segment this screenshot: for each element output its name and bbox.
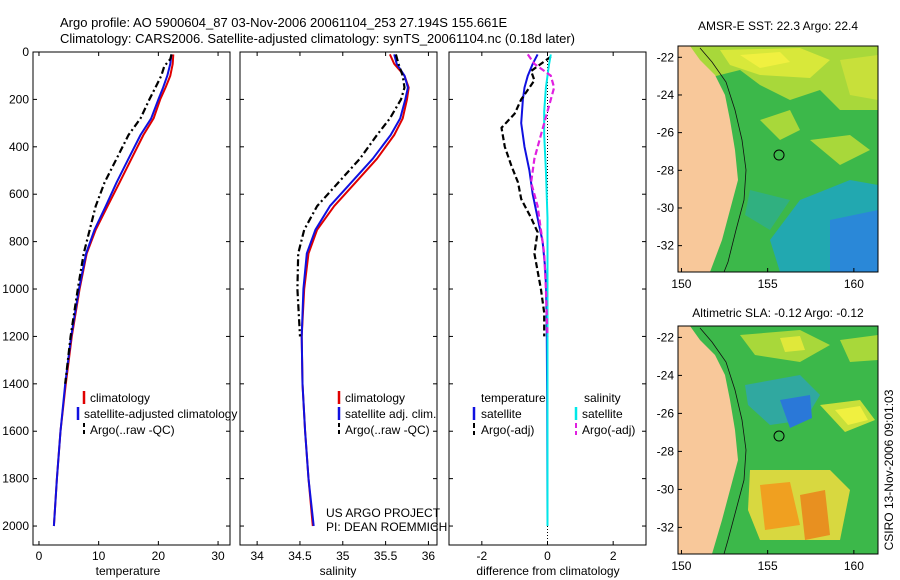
- difference-legend: temperature satellite Argo(-adj) salinit…: [472, 391, 635, 437]
- x-tick-label: 36: [422, 549, 436, 563]
- land-mass: [678, 326, 738, 554]
- y-tick-label: 0: [22, 45, 29, 59]
- legend-argo-label: Argo(..raw -QC): [90, 423, 175, 437]
- bathymetry-contour: [699, 327, 747, 554]
- amsr-e-map-field: [678, 46, 878, 272]
- legend-temp-satellite-label: satellite: [481, 407, 522, 421]
- map-y-tick-label: -32: [657, 520, 675, 534]
- map-y-tick-label: -22: [657, 330, 675, 344]
- legend-sal-argo-label: Argo(-adj): [582, 423, 635, 437]
- y-tick-label: 1200: [2, 329, 29, 343]
- land-mass: [678, 46, 738, 272]
- y-tick-label: 1400: [2, 377, 29, 391]
- y-tick-label: 2000: [2, 519, 29, 533]
- map-y-tick-label: -22: [657, 50, 675, 64]
- series-satellite-adj-clim: [300, 54, 409, 527]
- x-tick-label: 35.5: [374, 549, 398, 563]
- temperature-axes-frame: [32, 51, 231, 546]
- difference-xlabel: difference from climatology: [476, 564, 619, 578]
- map-y-tick-label: -30: [657, 482, 675, 496]
- map-y-tick-label: -28: [657, 163, 675, 177]
- temperature-ticks: 0 10 20 30 0 200 400 600 800 1000 1200 1400 1600 1800…: [2, 45, 230, 563]
- amsr-e-map-ticks: 150 155 160 -22 -24 -26 -28 -30 -32: [657, 50, 865, 291]
- x-tick-label: 2: [610, 549, 617, 563]
- profile-location-marker: [773, 430, 785, 442]
- map-y-tick-label: -32: [657, 239, 675, 253]
- figure-title-line2: Climatology: CARS2006. Satellite-adjuste…: [60, 31, 575, 46]
- amsr-e-map-title: AMSR-E SST: 22.3 Argo: 22.4: [698, 19, 858, 33]
- x-tick-label: 20: [152, 549, 166, 563]
- x-tick-label: 0: [36, 549, 43, 563]
- profile-location-marker: [773, 149, 785, 161]
- y-tick-label: 800: [9, 235, 29, 249]
- y-tick-label: 600: [9, 187, 29, 201]
- altimetric-sla-map-ticks: 150 155 160 -22 -24 -26 -28 -30 -32: [657, 330, 865, 573]
- map-y-tick-label: -26: [657, 406, 675, 420]
- salinity-lines: [296, 53, 410, 527]
- series-argo-raw-qc: [64, 54, 173, 384]
- map-x-tick-label: 150: [671, 277, 691, 291]
- amsr-e-map-frame: [677, 45, 879, 273]
- figure-title-line1: Argo profile: AO 5900604_87 03-Nov-2006 …: [60, 15, 508, 30]
- project-label: US ARGO PROJECT: [326, 506, 441, 520]
- map-y-tick-label: -30: [657, 201, 675, 215]
- map-y-tick-label: -24: [657, 368, 675, 382]
- legend-satellite-label: satellite-adjusted climatology: [84, 407, 237, 421]
- series-argo-raw-qc: [296, 54, 406, 337]
- legend-climatology-label: climatology: [90, 391, 150, 405]
- altimetric-sla-map-field: [678, 326, 878, 554]
- map-x-tick-label: 155: [758, 277, 778, 291]
- temperature-xlabel: temperature: [96, 564, 161, 578]
- legend-temp-argo-label: Argo(-adj): [481, 423, 534, 437]
- map-y-tick-label: -28: [657, 444, 675, 458]
- salinity-axes-frame: [239, 51, 438, 546]
- temperature-legend: climatology satellite-adjusted climatolo…: [76, 391, 237, 437]
- timestamp-label: CSIRO 13-Nov-2006 09:01:03: [882, 389, 896, 550]
- salinity-xlabel: salinity: [320, 564, 357, 578]
- amsr-e-map: AMSR-E SST: 22.3 Argo: 22.4 150 155 160 -22…: [657, 19, 879, 291]
- x-tick-label: 10: [92, 549, 106, 563]
- x-tick-label: -2: [476, 549, 487, 563]
- altimetric-sla-map-title: Altimetric SLA: -0.12 Argo: -0.12: [692, 306, 864, 320]
- temperature-panel: 0 10 20 30 0 200 400 600 800 1000 1200 1400 1600 1800…: [2, 45, 237, 578]
- x-tick-label: 34.5: [288, 549, 312, 563]
- y-tick-label: 200: [9, 92, 29, 106]
- series-salinity-argo-adj: [526, 53, 556, 337]
- salinity-legend: climatology satellite adj. clim. Argo(..…: [337, 391, 436, 437]
- series-satellite-adjusted-climatology: [52, 54, 173, 527]
- x-tick-label: 34: [250, 549, 264, 563]
- difference-lines: [500, 52, 556, 545]
- y-tick-label: 1600: [2, 424, 29, 438]
- salinity-ticks: 34 34.5 35 35.5 36: [240, 51, 437, 563]
- salinity-panel: 34 34.5 35 35.5 36 salinity climatology sate…: [239, 51, 447, 578]
- series-temperature-argo-adj: [500, 55, 552, 337]
- difference-panel: -2 0 2 difference from climatology tempera…: [448, 51, 647, 578]
- x-tick-label: 35: [336, 549, 350, 563]
- temperature-lines: [52, 54, 175, 527]
- x-tick-label: 0: [544, 549, 551, 563]
- legend-satellite-label: satellite adj. clim.: [345, 407, 436, 421]
- map-y-tick-label: -24: [657, 88, 675, 102]
- y-tick-label: 1000: [2, 282, 29, 296]
- x-tick-label: 30: [211, 549, 225, 563]
- legend-sal-satellite-label: satellite: [582, 407, 623, 421]
- map-x-tick-label: 160: [844, 559, 864, 573]
- altimetric-sla-map-frame: [677, 325, 879, 555]
- map-x-tick-label: 160: [844, 277, 864, 291]
- altimetric-sla-map: Altimetric SLA: -0.12 Argo: -0.12 150 155…: [657, 306, 879, 573]
- pi-label: PI: DEAN ROEMMICH: [326, 520, 447, 534]
- map-y-tick-label: -26: [657, 126, 675, 140]
- y-tick-label: 400: [9, 140, 29, 154]
- legend-argo-label: Argo(..raw -QC): [345, 423, 430, 437]
- legend-temperature-title: temperature: [481, 391, 546, 405]
- y-tick-label: 1800: [2, 472, 29, 486]
- legend-climatology-label: climatology: [345, 391, 405, 405]
- map-x-tick-label: 150: [671, 559, 691, 573]
- legend-salinity-title: salinity: [584, 391, 621, 405]
- bathymetry-contour: [699, 47, 747, 272]
- map-x-tick-label: 155: [758, 559, 778, 573]
